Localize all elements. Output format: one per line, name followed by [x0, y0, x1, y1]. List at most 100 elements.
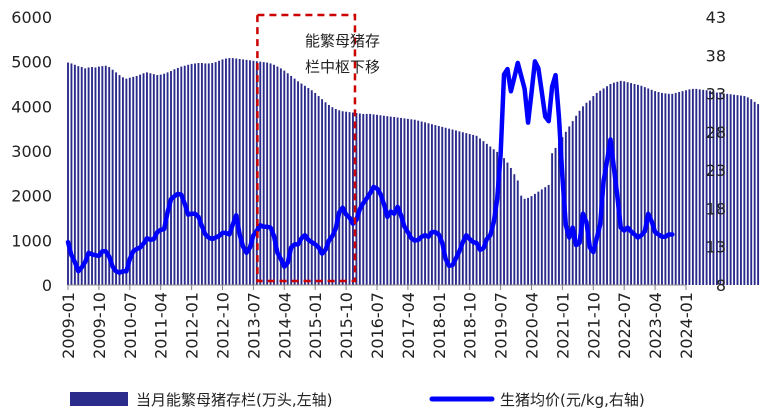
x-tick-label: 2016-07: [368, 292, 387, 359]
bar-sow-inventory: [197, 63, 200, 286]
x-tick-label: 2009-01: [59, 292, 78, 359]
bar-sow-inventory: [726, 93, 729, 285]
bar-sow-inventory: [163, 73, 166, 285]
bar-sow-inventory: [94, 67, 97, 285]
bar-sow-inventory: [705, 90, 708, 285]
bar-sow-inventory: [688, 89, 691, 285]
y-right-tick-label: 18: [706, 199, 726, 218]
bar-sow-inventory: [238, 58, 241, 285]
bar-sow-inventory: [434, 125, 437, 285]
x-tick-label: 2018-10: [461, 292, 480, 359]
bar-sow-inventory: [619, 80, 622, 286]
x-tick-label: 2010-07: [121, 292, 140, 359]
bar-sow-inventory: [465, 133, 468, 285]
bar-sow-inventory: [444, 127, 447, 286]
bar-sow-inventory: [719, 92, 722, 286]
bar-sow-inventory: [180, 66, 183, 285]
bar-sow-inventory: [609, 84, 612, 285]
bar-sow-inventory: [661, 92, 663, 286]
bar-sow-inventory: [654, 91, 657, 286]
bar-sow-inventory: [334, 109, 337, 285]
bar-sow-inventory: [259, 61, 262, 285]
bar-sow-inventory: [633, 84, 636, 285]
bar-sow-inventory: [118, 75, 121, 285]
bar-sow-inventory: [513, 174, 516, 285]
x-tick-label: 2014-04: [275, 292, 294, 359]
line-hog-price: [65, 59, 675, 275]
bar-sow-inventory: [97, 66, 100, 285]
bar-sow-inventory: [101, 66, 104, 285]
bar-sow-inventory: [221, 59, 224, 286]
bar-sow-inventory: [588, 100, 591, 285]
bar-sow-inventory: [231, 58, 234, 286]
bar-sow-inventory: [678, 92, 681, 285]
y-right-tick-label: 38: [706, 46, 726, 65]
bar-sow-inventory: [108, 67, 111, 285]
x-tick-label: 2018-01: [430, 292, 449, 359]
bar-sow-inventory: [396, 117, 399, 285]
legend: 当月能繁母猪存栏(万头,左轴) 生猪均价(元/kg,右轴): [70, 391, 645, 409]
x-tick-label: 2013-07: [244, 292, 263, 359]
bar-sow-inventory: [207, 63, 210, 286]
bar-sow-inventory: [441, 126, 444, 285]
bar-sow-inventory: [139, 74, 142, 286]
bar-sow-inventory: [757, 104, 760, 285]
bar-sow-inventory: [266, 62, 269, 286]
bar-sow-inventory: [671, 93, 674, 285]
bar-sow-inventory: [547, 184, 550, 285]
bar-sow-inventory: [321, 99, 324, 285]
bar-sow-inventory: [331, 107, 334, 285]
bar-sow-inventory: [437, 125, 440, 286]
bar-sow-inventory: [746, 97, 749, 286]
bar-sow-inventory: [753, 101, 756, 286]
bar-sow-inventory: [509, 167, 512, 285]
bar-sow-inventory: [389, 116, 392, 285]
bar-sow-inventory: [132, 76, 135, 285]
bar-sow-inventory: [568, 126, 571, 286]
bar-sow-inventory: [640, 85, 643, 285]
bar-sow-inventory: [451, 129, 454, 285]
bar-sow-inventory: [674, 92, 677, 286]
bar-sow-inventory: [183, 65, 186, 285]
bar-sow-inventory: [685, 90, 687, 285]
bar-sow-inventory: [623, 81, 626, 285]
bar-sow-inventory: [314, 92, 317, 286]
bar-sow-inventory: [327, 104, 330, 286]
bar-sow-inventory: [262, 62, 265, 285]
bar-sow-inventory: [582, 106, 584, 285]
bar-sow-inventory: [152, 74, 155, 285]
bar-sow-inventory: [73, 64, 76, 285]
bar-sow-inventory: [67, 62, 69, 286]
bar-sow-inventory: [657, 92, 660, 285]
bar-sow-inventory: [235, 58, 238, 285]
bar-sow-inventory: [709, 90, 711, 285]
x-tick-label: 2021-10: [584, 292, 603, 359]
bar-sow-inventory: [345, 111, 348, 285]
bar-sow-inventory: [626, 82, 629, 286]
bar-sow-inventory: [283, 70, 286, 285]
bar-sow-inventory: [355, 113, 358, 285]
y-left-tick-label: 2000: [11, 187, 52, 206]
bar-sow-inventory: [643, 87, 646, 285]
bar-sow-inventory: [592, 96, 595, 285]
bar-sow-inventory: [104, 65, 107, 285]
bar-sow-inventory: [324, 102, 327, 285]
bar-sow-inventory: [523, 198, 526, 285]
bar-sow-inventory: [300, 83, 303, 285]
bar-sow-inventory: [630, 83, 633, 285]
bar-sow-inventory: [499, 155, 502, 285]
bar-sow-inventory: [647, 88, 650, 285]
bar-sow-inventory: [595, 92, 598, 286]
bar-sow-inventory: [458, 131, 461, 285]
bar-sow-inventory: [489, 146, 492, 285]
bar-sow-inventory: [479, 138, 481, 285]
x-tick-label: 2015-01: [306, 292, 325, 359]
bar-sow-inventory: [156, 75, 159, 285]
x-tick-label: 2020-04: [523, 292, 542, 359]
bar-sow-inventory: [204, 63, 207, 286]
bar-sow-inventory: [252, 60, 255, 285]
bar-sow-inventory: [551, 153, 554, 285]
bar-sow-inventory: [664, 93, 667, 285]
bar-sow-inventory: [187, 64, 190, 285]
bar-sow-inventory: [733, 94, 736, 285]
